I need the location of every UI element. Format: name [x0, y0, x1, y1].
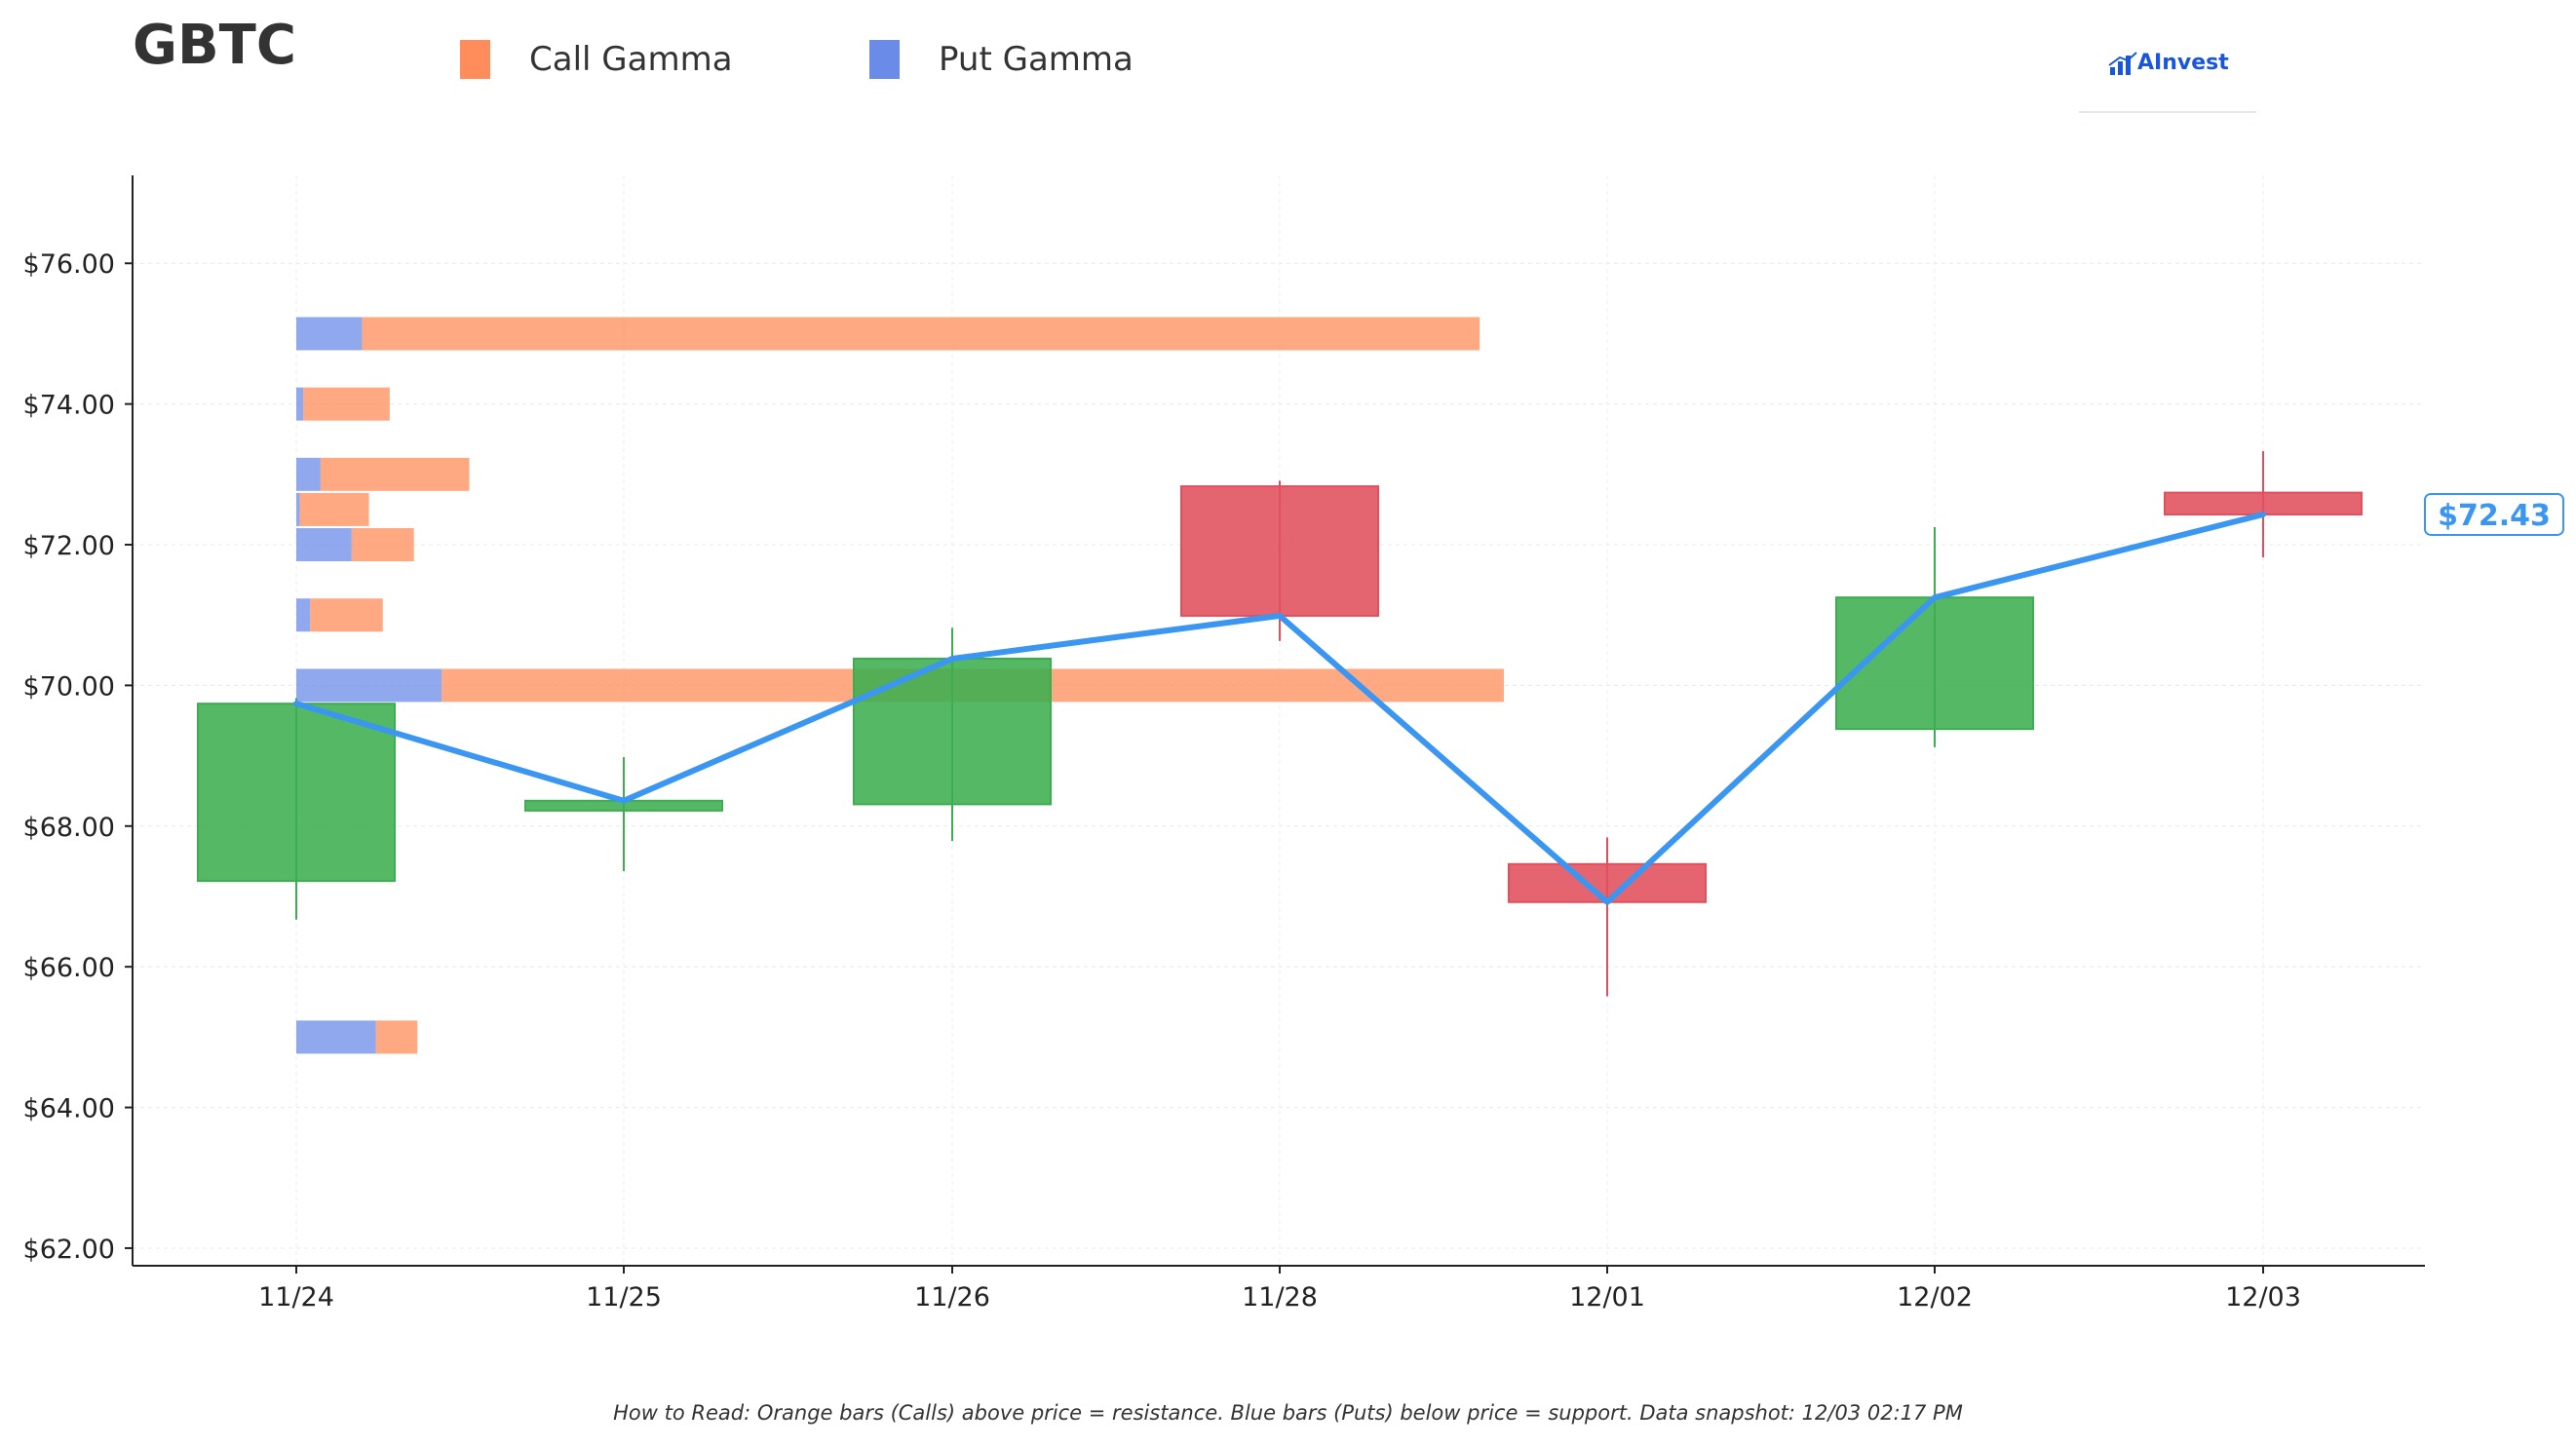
- put-gamma-bar: [296, 668, 442, 703]
- call-gamma-bar: [303, 387, 390, 421]
- x-tick-label: 12/01: [1569, 1282, 1645, 1313]
- ainvest-logo: AInvest: [2108, 51, 2229, 75]
- put-gamma-bar: [296, 1020, 376, 1054]
- candle-body: [1508, 862, 1707, 903]
- footnote: How to Read: Orange bars (Calls) above p…: [613, 1401, 1963, 1425]
- chart-title: GBTC: [133, 14, 296, 77]
- y-tick-label: $64.00: [23, 1094, 115, 1124]
- y-tick-label: $72.00: [23, 531, 115, 561]
- chart-bars-icon: [2108, 51, 2137, 75]
- x-tick-label: 11/25: [586, 1282, 662, 1313]
- logo-text: AInvest: [2137, 51, 2229, 75]
- candle-body: [197, 703, 396, 883]
- put-gamma-bar: [296, 528, 352, 562]
- x-tick-label: 12/03: [2225, 1282, 2301, 1313]
- call-gamma-bar: [299, 492, 369, 526]
- put-gamma-bar: [296, 598, 311, 632]
- candle-body: [853, 657, 1052, 806]
- candle-body: [1180, 485, 1379, 617]
- close-line-layer: $72.43: [293, 492, 2564, 905]
- last-price-label: $72.43: [2438, 499, 2551, 533]
- x-tick-label: 11/24: [258, 1282, 334, 1313]
- last-price-label-box: [2424, 492, 2564, 536]
- candle-body: [2164, 491, 2363, 515]
- call-gamma-bar: [351, 528, 414, 562]
- legend-item-call: Call Gamma: [460, 35, 733, 84]
- x-tick-label: 11/28: [1242, 1282, 1318, 1313]
- y-tick-label: $66.00: [23, 953, 115, 983]
- call-gamma-swatch: [460, 40, 490, 79]
- put-gamma-bar: [296, 457, 321, 491]
- call-gamma-bar: [375, 1020, 418, 1054]
- legend-label-call: Call Gamma: [529, 40, 733, 79]
- call-gamma-bar: [310, 598, 383, 632]
- legend-label-put: Put Gamma: [939, 40, 1134, 79]
- x-tick-label: 12/02: [1897, 1282, 1973, 1313]
- candlestick-chart: $72.43 $62.00 $64.00 $66.00 $68.00 $70.00 $72…: [23, 175, 2564, 1313]
- y-tick-label: $62.00: [23, 1235, 115, 1265]
- y-tick-label: $68.00: [23, 813, 115, 843]
- y-tick-label: $76.00: [23, 249, 115, 280]
- close-price-line: [293, 511, 2266, 905]
- call-gamma-bar: [362, 317, 1480, 351]
- legend-item-put: Put Gamma: [869, 35, 1134, 84]
- put-gamma-swatch: [869, 40, 900, 79]
- put-gamma-bar: [296, 387, 304, 421]
- y-tick-label: $74.00: [23, 391, 115, 421]
- logo-divider: [2079, 111, 2256, 113]
- call-gamma-bar: [320, 457, 470, 491]
- put-gamma-bar: [296, 317, 363, 351]
- candle-body: [1835, 596, 2034, 731]
- axes-layer: $62.00 $64.00 $66.00 $68.00 $70.00 $72.00 $74.…: [23, 175, 2425, 1313]
- put-gamma-bar: [296, 492, 300, 526]
- candles-layer: [197, 450, 2363, 997]
- x-tick-label: 11/26: [914, 1282, 990, 1313]
- y-tick-label: $70.00: [23, 671, 115, 702]
